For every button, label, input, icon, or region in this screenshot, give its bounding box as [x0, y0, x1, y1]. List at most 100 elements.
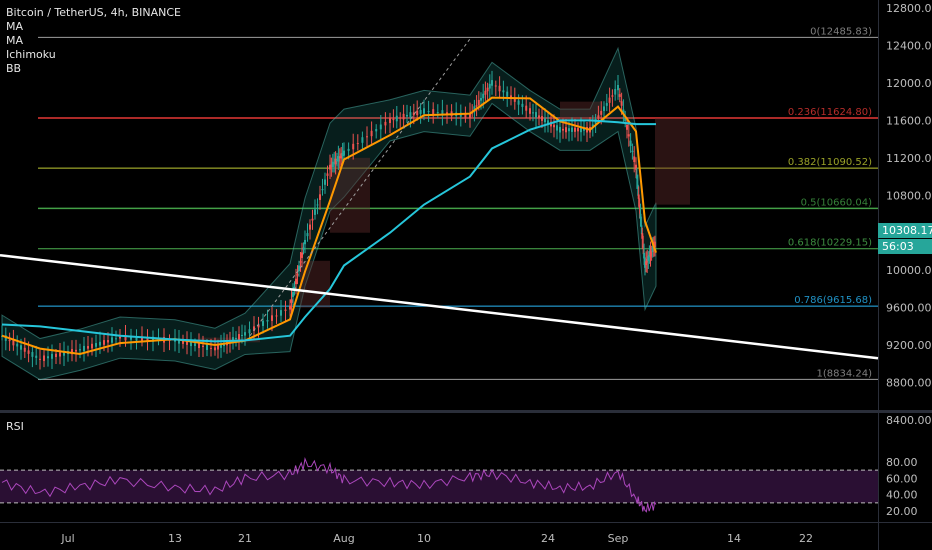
candle-body — [16, 343, 19, 347]
candle-body — [648, 254, 651, 258]
candle-body — [194, 343, 196, 346]
candle-body — [647, 256, 650, 261]
candle-body — [99, 341, 101, 346]
candle-body — [649, 251, 652, 257]
price-tick-label: 12400.00 — [886, 39, 932, 52]
candle-body — [639, 213, 642, 219]
candle-body — [366, 136, 368, 138]
candle-body — [47, 356, 49, 359]
ichimoku-cloud — [655, 118, 690, 205]
candle-body — [618, 94, 621, 97]
candle-body — [488, 83, 491, 89]
candle-body — [580, 127, 582, 133]
candle-body — [643, 252, 646, 259]
candle-body — [319, 194, 321, 200]
candle-body — [480, 97, 482, 101]
candle-body — [646, 258, 649, 263]
candle-body — [571, 127, 573, 132]
candle-body — [532, 112, 534, 114]
candle-body — [210, 347, 212, 349]
indicator-bb[interactable]: BB — [6, 62, 22, 75]
candle-body — [384, 121, 387, 126]
candle-body — [513, 97, 516, 102]
candle-body — [379, 124, 382, 130]
candle-body — [427, 111, 430, 113]
candle-body — [314, 209, 316, 215]
candle-body — [392, 118, 395, 121]
candle-body — [446, 112, 448, 115]
candle-body — [316, 204, 319, 206]
indicator-ma-1[interactable]: MA — [6, 20, 24, 33]
bollinger-band — [1, 46, 657, 381]
indicator-ichimoku[interactable]: Ichimoku — [6, 48, 56, 61]
price-tick-label: 8400.00 — [886, 414, 932, 427]
time-axis-label: 10 — [417, 532, 431, 545]
candle-body — [529, 108, 531, 114]
ma-fast-line — [1, 96, 657, 356]
time-axis-label: 22 — [799, 532, 813, 545]
candle-body — [641, 233, 644, 239]
candle-body — [311, 218, 314, 221]
candle-body — [423, 108, 425, 114]
candle-body — [309, 224, 311, 230]
candle-body — [107, 340, 109, 343]
symbol-title[interactable]: Bitcoin / TetherUS, 4h, BINANCE — [6, 6, 182, 19]
candle-body — [198, 342, 200, 349]
candle-body — [39, 358, 41, 360]
candle-body — [352, 143, 355, 150]
candle-body — [395, 115, 398, 122]
candle-body — [241, 334, 243, 336]
candle-body — [337, 155, 340, 162]
candle-body — [416, 110, 419, 116]
ma-slow-line — [1, 119, 656, 343]
candle-body — [95, 343, 97, 347]
candle-body — [419, 109, 422, 114]
time-axis-label: 21 — [238, 532, 252, 545]
candle-body — [583, 128, 585, 131]
ichimoku-cloud — [300, 260, 330, 308]
candle-body — [399, 117, 402, 119]
candle-body — [482, 93, 485, 99]
candle-body — [63, 351, 65, 356]
candle-body — [334, 158, 337, 165]
candle-body — [631, 150, 634, 152]
candle-body — [12, 340, 15, 346]
rsi-title[interactable]: RSI — [6, 420, 24, 433]
candle-body — [370, 130, 373, 137]
candle-body — [280, 310, 282, 316]
candle-body — [565, 127, 567, 133]
fib-level-label: 0.5(10660.04) — [801, 197, 873, 208]
candle-body — [651, 246, 654, 252]
candle-body — [295, 278, 297, 285]
candle-body — [244, 332, 246, 336]
candle-body — [336, 160, 338, 162]
candle-body — [432, 109, 435, 115]
candle-body — [87, 346, 89, 349]
candle-body — [178, 338, 180, 344]
candle-body — [31, 352, 34, 357]
time-axis-label: Sep — [608, 532, 629, 545]
candle-body — [302, 247, 305, 250]
candle-body — [556, 125, 558, 131]
candle-body — [562, 128, 564, 131]
candle-body — [20, 345, 22, 350]
pane-divider — [0, 410, 932, 413]
candle-body — [59, 352, 61, 357]
candle-body — [217, 345, 219, 350]
candle-body — [130, 336, 132, 340]
candle-body — [547, 120, 549, 125]
candle-body — [574, 127, 576, 132]
indicator-ma-2[interactable]: MA — [6, 34, 24, 47]
candle-body — [645, 261, 648, 266]
candle-body — [257, 324, 260, 328]
candle-body — [340, 153, 343, 159]
candle-body — [235, 338, 237, 340]
candle-body — [627, 134, 630, 137]
candle-body — [494, 85, 497, 87]
candle-body — [103, 340, 105, 345]
price-tick-label: 10000.00 — [886, 264, 932, 277]
rsi-tick-label: 20.00 — [886, 505, 918, 518]
candle-body — [338, 156, 341, 159]
candle-body — [577, 128, 579, 132]
